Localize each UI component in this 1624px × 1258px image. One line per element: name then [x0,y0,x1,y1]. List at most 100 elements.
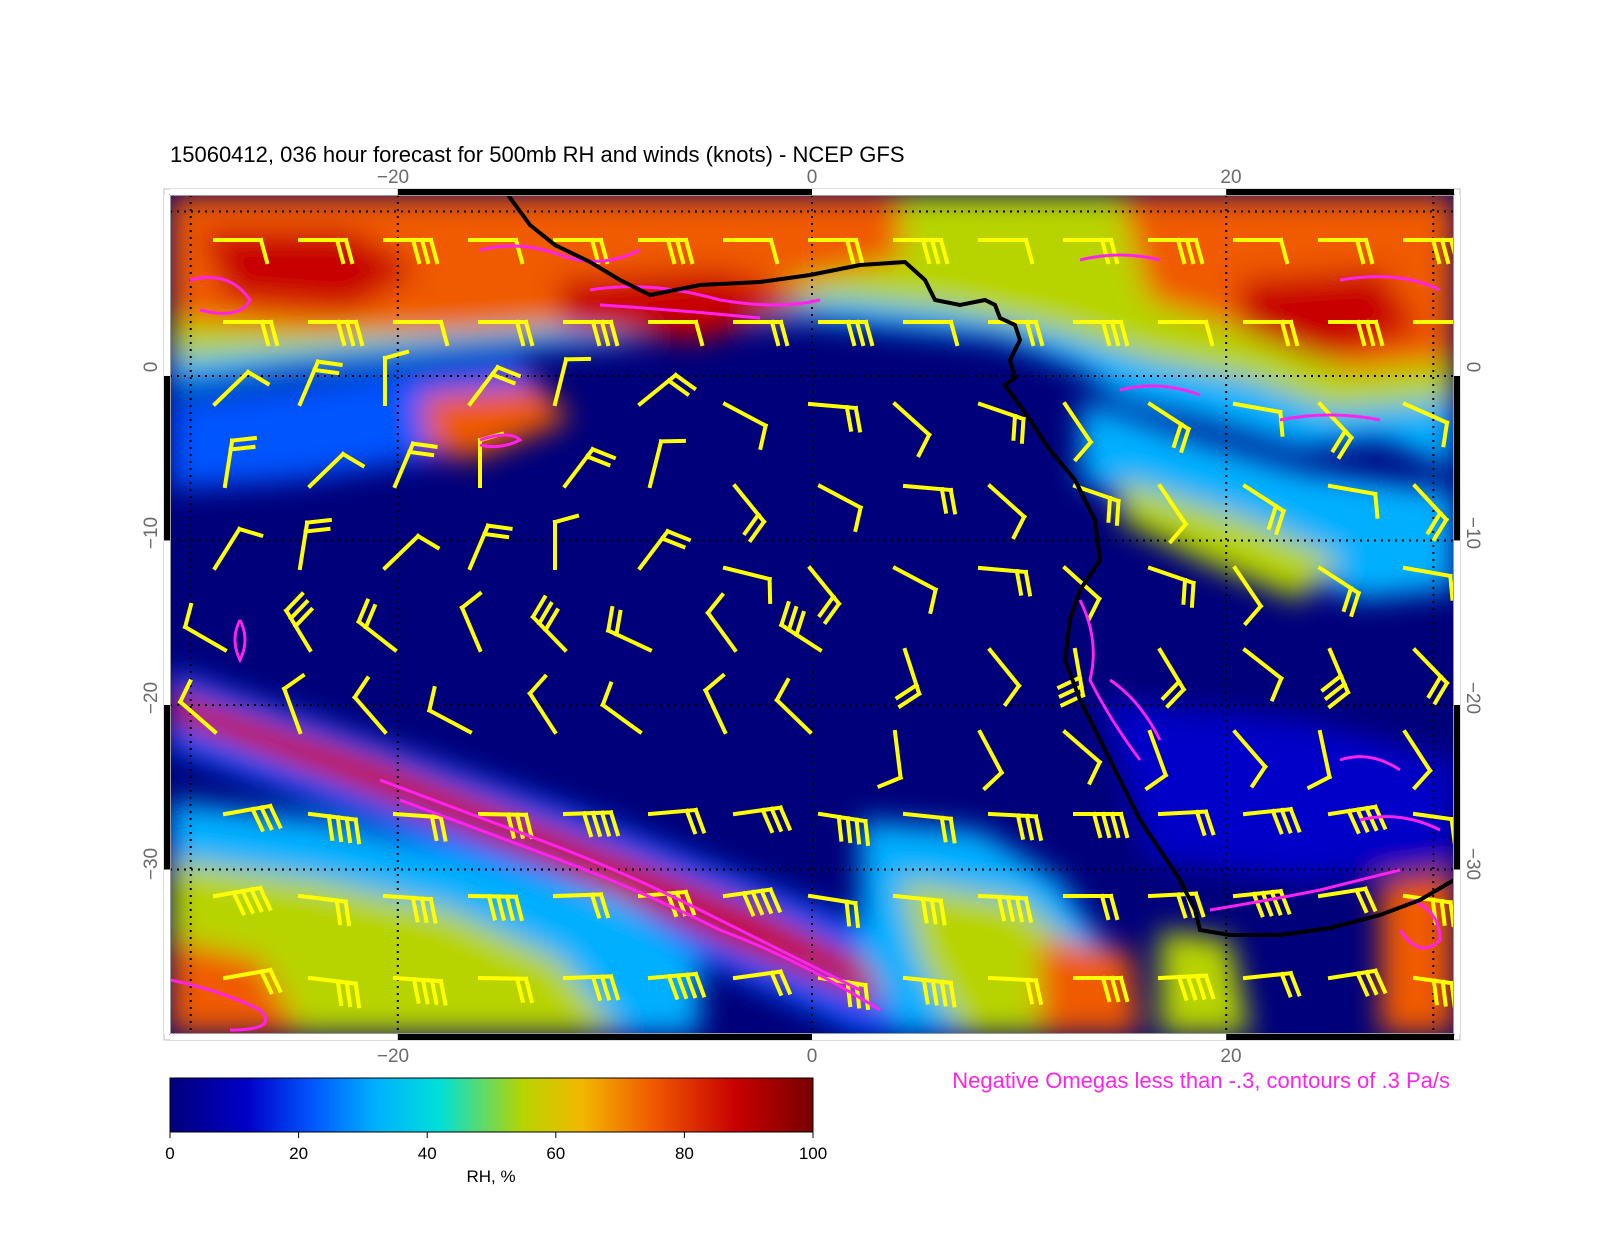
lat-tick-left: −20 [141,682,162,714]
wind-barb [987,811,1044,842]
wind-barb [817,811,871,847]
omega-contour [589,285,821,307]
omega-contour [1078,599,1142,761]
wind-barb [1147,565,1197,608]
wind-barb [1147,401,1192,454]
omega-contour [1339,755,1401,772]
wind-barb [222,435,258,489]
wind-barb [1056,647,1086,708]
wind-barb [530,594,568,653]
wind-barb [297,517,333,571]
wind-barb [553,237,610,265]
wind-barb [1328,319,1385,347]
lat-tick-left: −10 [141,517,162,549]
omega-contour [1359,815,1441,832]
wind-barb [307,975,362,1009]
wind-barb [562,973,621,1002]
wind-barb [563,319,620,347]
wind-barb [1317,886,1378,914]
wind-barb [605,605,653,653]
wind-barb [977,893,1034,924]
wind-barb [1232,729,1269,789]
wind-barb [1317,401,1355,460]
wind-barb [1158,319,1215,347]
wind-barb [892,565,939,615]
wind-barb [1233,237,1290,265]
lat-tick-right: −10 [1462,517,1483,549]
lat-tick-right: −30 [1462,848,1483,880]
wind-barb [774,677,813,735]
wind-barb [1073,811,1130,839]
lon-tick-bottom: 20 [1220,1046,1241,1067]
colorbar-tick-label: 100 [799,1144,827,1163]
wind-barb [902,975,957,1008]
colorbar-tick-label: 80 [675,1144,694,1163]
wind-barb [722,565,773,604]
lon-tick-bottom: 0 [807,1046,818,1067]
wind-barb [1232,565,1264,627]
omega-contour [1209,868,1401,912]
wind-barb [382,349,410,406]
omega-contours [170,244,1442,1032]
wind-barb [987,483,1028,540]
wind-barb [308,319,365,347]
wind-barb [1148,237,1205,265]
wind-barb [987,975,1044,1006]
omega-contour [1339,275,1441,292]
omega-contour [399,798,881,1012]
wind-barb [732,483,767,544]
wind-barb [1317,565,1362,618]
wind-barb [1157,483,1189,545]
wind-barb [392,441,438,489]
wind-barb [222,803,283,833]
wind-barb [552,891,611,919]
tick-labels: −20 0 20 −20 0 20 0 −10 −20 −30 0 −10 −2… [141,167,1483,1067]
wind-barb [393,319,450,347]
axis-bar-left [164,869,170,1034]
wind-barb [778,600,823,653]
wind-barb [382,893,438,924]
wind-barb [1242,970,1302,998]
wind-barb [732,804,793,834]
wind-barb [637,372,698,407]
axis-bar-left [164,540,170,705]
wind-barb [562,809,621,838]
wind-barb [182,602,228,653]
wind-barb [426,685,473,735]
axis-bar-bottom [397,1034,812,1040]
wind-barb [902,483,958,515]
wind-barb [807,565,842,626]
wind-barb [1327,483,1380,519]
axis-bar-left [164,704,170,870]
wind-barb [732,968,793,997]
wind-barb [1063,237,1120,265]
wind-barb [1073,319,1130,347]
wind-barb [818,319,875,347]
wind-barb [723,237,780,265]
wind-barb [552,356,591,407]
wind-barb [892,401,933,458]
lat-tick-left: 0 [141,362,162,373]
wind-barb [722,401,769,451]
wind-barb [212,526,264,571]
wind-barb [467,523,513,571]
wind-barb [637,528,692,571]
wind-barb [987,647,1022,708]
wind-barb [647,971,707,1001]
omega-contour [379,778,861,992]
wind-barb [1073,975,1130,1003]
wind-barb [298,237,355,265]
omega-note: Negative Omegas less than -.3, contours … [952,1068,1450,1093]
axis-bar-right [1454,195,1460,376]
wind-barb [978,237,1035,265]
omega-contour [479,433,523,449]
omega-contour [479,244,641,263]
axis-border-bars [164,189,1460,1040]
wind-barb [1243,319,1300,347]
axis-bar-right [1454,869,1460,1034]
wind-barb [392,975,448,1006]
chart-title: 15060412, 036 hour forecast for 500mb RH… [170,142,905,167]
wind-barb [467,364,522,407]
wind-barb [1157,809,1216,837]
colorbar-label: RH, % [466,1167,515,1186]
